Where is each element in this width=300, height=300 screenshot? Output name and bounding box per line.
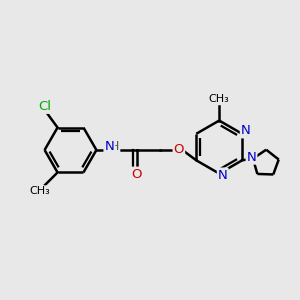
- Text: O: O: [131, 168, 142, 181]
- Text: CH₃: CH₃: [209, 94, 230, 104]
- Text: N: N: [247, 151, 256, 164]
- Text: H: H: [110, 140, 119, 153]
- Text: CH₃: CH₃: [29, 186, 50, 196]
- Text: O: O: [174, 143, 184, 157]
- Text: N: N: [104, 140, 114, 153]
- Text: Cl: Cl: [38, 100, 51, 113]
- Text: N: N: [241, 124, 250, 137]
- Text: N: N: [218, 169, 228, 182]
